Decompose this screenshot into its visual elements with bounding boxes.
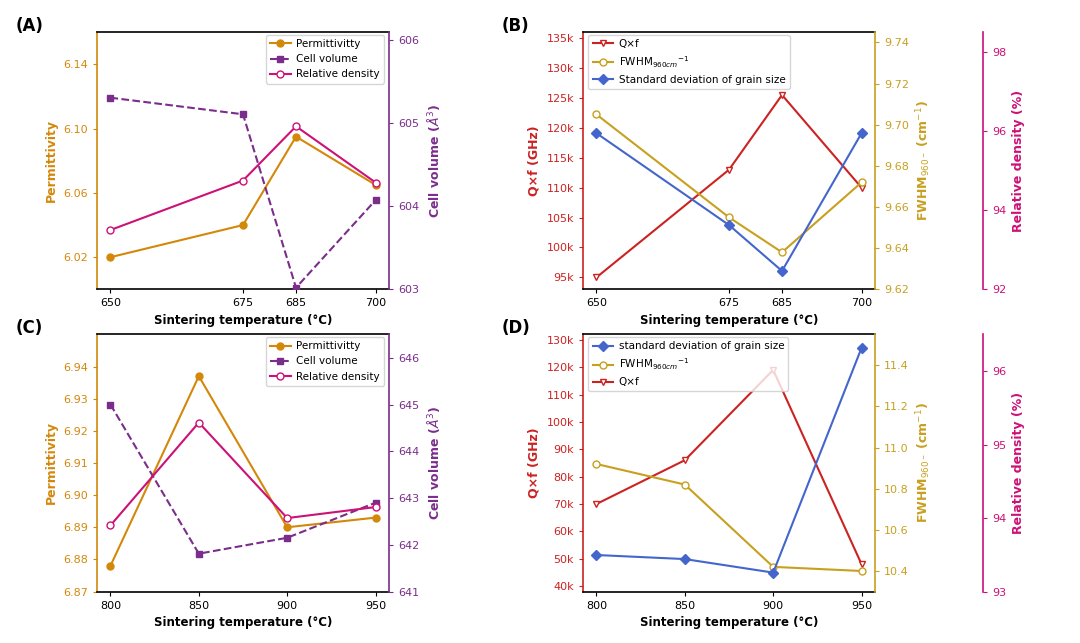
Y-axis label: Relative density (%): Relative density (%)	[1012, 89, 1025, 232]
Legend: Q×f, FWHM$_{960cm}$$^{-1}$, Standard deviation of grain size: Q×f, FWHM$_{960cm}$$^{-1}$, Standard dev…	[589, 35, 789, 89]
Y-axis label: Relative density (%): Relative density (%)	[1012, 392, 1025, 534]
Text: (A): (A)	[15, 17, 43, 35]
X-axis label: Sintering temperature (°C): Sintering temperature (°C)	[639, 616, 819, 629]
Legend: Permittivitty, Cell volume, Relative density: Permittivitty, Cell volume, Relative den…	[266, 35, 383, 84]
Legend: standard deviation of grain size, FWHM$_{960cm}$$^{-1}$, Q×f: standard deviation of grain size, FWHM$_…	[589, 337, 788, 392]
Text: (D): (D)	[501, 319, 530, 337]
Y-axis label: FWHM$_{960^-}$ (cm$^{-1}$): FWHM$_{960^-}$ (cm$^{-1}$)	[915, 100, 933, 221]
Y-axis label: Permittivity: Permittivity	[45, 119, 58, 203]
Y-axis label: Permittivity: Permittivity	[44, 421, 57, 505]
Text: (B): (B)	[501, 17, 529, 35]
Y-axis label: FWHM$_{960^-}$ (cm$^{-1}$): FWHM$_{960^-}$ (cm$^{-1}$)	[914, 403, 933, 523]
Legend: Permittivitty, Cell volume, Relative density: Permittivitty, Cell volume, Relative den…	[266, 337, 383, 386]
X-axis label: Sintering temperature (°C): Sintering temperature (°C)	[153, 616, 333, 629]
Y-axis label: Q×f (GHz): Q×f (GHz)	[528, 125, 541, 196]
Y-axis label: Q×f (GHz): Q×f (GHz)	[528, 428, 541, 498]
Text: (C): (C)	[15, 319, 43, 337]
Y-axis label: Cell volume ($\AA^3$): Cell volume ($\AA^3$)	[424, 406, 442, 520]
Y-axis label: Cell volume ($\AA^3$): Cell volume ($\AA^3$)	[424, 104, 442, 218]
X-axis label: Sintering temperature (°C): Sintering temperature (°C)	[153, 314, 333, 327]
X-axis label: Sintering temperature (°C): Sintering temperature (°C)	[639, 314, 819, 327]
